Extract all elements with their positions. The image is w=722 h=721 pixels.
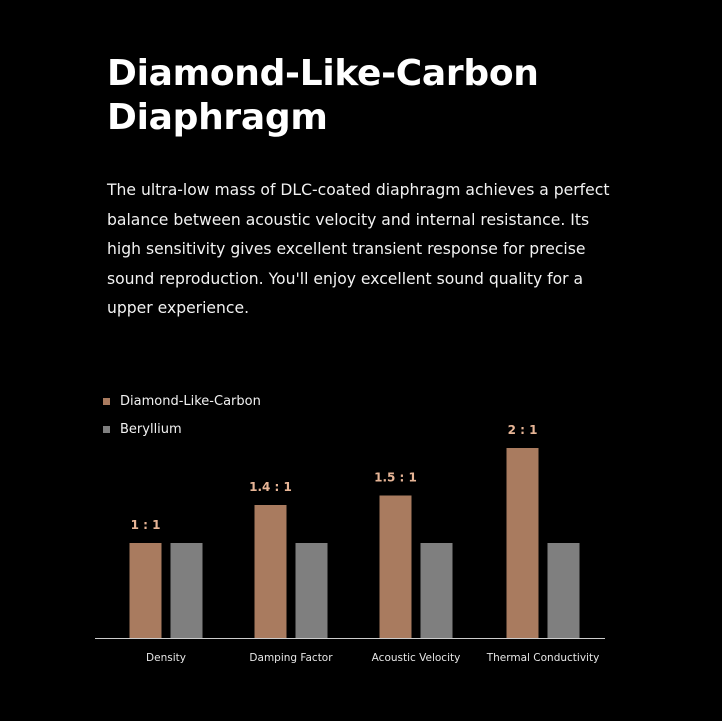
- x-tick-label-density: Density: [146, 652, 186, 664]
- bar-beryllium-thermal-conductivity: [547, 543, 580, 638]
- description: The ultra-low mass of DLC-coated diaphra…: [107, 181, 610, 317]
- bar-dlc-thermal-conductivity: [506, 448, 539, 638]
- legend-item-beryllium: Beryllium: [103, 415, 261, 443]
- bar-dlc-damping-factor: [254, 505, 287, 638]
- legend-label-beryllium: Beryllium: [120, 421, 182, 437]
- data-label-damping-factor: 1.4 : 1: [249, 480, 292, 494]
- bar-dlc-acoustic-velocity: [379, 495, 412, 638]
- bar-beryllium-density: [170, 543, 203, 638]
- legend-swatch-beryllium: [103, 425, 110, 433]
- legend-label-dlc: Diamond-Like-Carbon: [120, 393, 261, 409]
- legend-item-dlc: Diamond-Like-Carbon: [103, 387, 261, 415]
- bar-beryllium-acoustic-velocity: [420, 543, 453, 638]
- data-label-density: 1 : 1: [131, 518, 161, 532]
- page-title: Diamond-Like-Carbon Diaphragm: [107, 53, 539, 138]
- legend-swatch-dlc: [103, 397, 110, 405]
- x-tick-label-acoustic-velocity: Acoustic Velocity: [372, 652, 461, 664]
- chart-legend: Diamond-Like-Carbon Beryllium: [103, 387, 261, 443]
- x-tick-label-damping-factor: Damping Factor: [249, 652, 333, 664]
- data-label-acoustic-velocity: 1.5 : 1: [374, 471, 417, 485]
- x-tick-label-thermal-conductivity: Thermal Conductivity: [486, 652, 600, 664]
- bar-beryllium-damping-factor: [295, 543, 328, 638]
- data-label-thermal-conductivity: 2 : 1: [508, 423, 538, 437]
- bar-dlc-density: [129, 543, 162, 638]
